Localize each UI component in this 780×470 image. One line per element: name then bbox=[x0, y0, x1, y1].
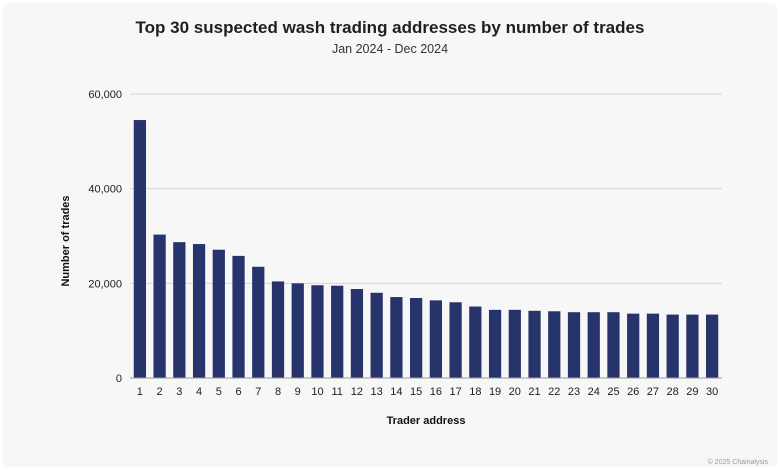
x-tick-label: 6 bbox=[235, 386, 241, 398]
x-tick-label: 18 bbox=[469, 386, 481, 398]
x-tick-label: 9 bbox=[295, 386, 301, 398]
x-tick-label: 26 bbox=[627, 386, 639, 398]
bar-28 bbox=[666, 314, 679, 378]
bar-10 bbox=[311, 285, 324, 378]
bar-16 bbox=[429, 300, 442, 378]
x-tick-label: 21 bbox=[528, 386, 540, 398]
x-tick-label: 14 bbox=[390, 386, 402, 398]
bar-9 bbox=[291, 283, 304, 378]
x-tick-label: 2 bbox=[157, 386, 163, 398]
x-tick-label: 5 bbox=[216, 386, 222, 398]
x-tick-label: 30 bbox=[706, 386, 718, 398]
y-tick-label: 40,000 bbox=[88, 184, 122, 196]
bar-29 bbox=[686, 314, 699, 378]
gridlines bbox=[130, 93, 722, 284]
x-tick-label: 15 bbox=[410, 386, 422, 398]
bar-15 bbox=[410, 298, 423, 378]
bar-23 bbox=[567, 312, 581, 378]
bar-1 bbox=[133, 120, 146, 379]
bar-5 bbox=[212, 249, 225, 378]
bar-7 bbox=[252, 266, 265, 378]
bar-22 bbox=[548, 311, 561, 378]
x-tick-label: 13 bbox=[371, 386, 383, 398]
x-tick-label: 19 bbox=[489, 386, 501, 398]
bar-4 bbox=[192, 244, 206, 378]
x-tick-label: 1 bbox=[137, 386, 143, 398]
bars bbox=[133, 120, 719, 379]
bar-13 bbox=[370, 292, 383, 378]
x-tick-label: 8 bbox=[275, 386, 281, 398]
bar-18 bbox=[469, 306, 482, 378]
bar-3 bbox=[173, 242, 186, 378]
bar-21 bbox=[528, 310, 541, 378]
x-tick-label: 11 bbox=[331, 386, 342, 398]
x-tick-label: 3 bbox=[176, 386, 182, 398]
x-tick-label: 28 bbox=[667, 386, 679, 398]
y-tick-label: 0 bbox=[116, 373, 122, 385]
x-tick-label: 7 bbox=[255, 386, 261, 398]
y-tick-label: 20,000 bbox=[88, 278, 122, 290]
x-axis-title: Trader address bbox=[387, 415, 466, 427]
x-tick-label: 17 bbox=[449, 386, 461, 398]
chart-card bbox=[3, 3, 777, 467]
bar-25 bbox=[607, 312, 620, 378]
bar-17 bbox=[449, 302, 462, 378]
bar-30 bbox=[706, 314, 719, 378]
x-tick-label: 20 bbox=[509, 386, 521, 398]
x-tick-label: 12 bbox=[351, 386, 363, 398]
x-tick-label: 4 bbox=[196, 386, 202, 398]
x-tick-label: 10 bbox=[311, 386, 323, 398]
bar-8 bbox=[271, 281, 285, 378]
bar-19 bbox=[488, 309, 502, 378]
bar-27 bbox=[646, 313, 660, 378]
bar-12 bbox=[350, 289, 364, 378]
bar-2 bbox=[153, 234, 166, 378]
x-axis-ticks: 1 2 3 4 5 6 7 8 9 10 11 12 13 14 15 16 17 18 19 20 21 22 23 24 2… bbox=[137, 386, 718, 398]
bar-6 bbox=[232, 255, 245, 378]
chart-subtitle: Jan 2024 - Dec 2024 bbox=[331, 42, 449, 56]
y-tick-label: 60,000 bbox=[88, 89, 122, 101]
bar-11 bbox=[331, 285, 344, 378]
x-tick-label: 25 bbox=[607, 386, 619, 398]
bar-20 bbox=[508, 309, 521, 378]
x-tick-label: 16 bbox=[430, 386, 442, 398]
bar-24 bbox=[587, 312, 600, 378]
x-tick-label: 22 bbox=[548, 386, 560, 398]
bar-26 bbox=[627, 313, 640, 378]
x-tick-label: 23 bbox=[568, 386, 580, 398]
x-tick-label: 27 bbox=[647, 386, 659, 398]
y-axis-title: Number of trades bbox=[60, 195, 72, 286]
x-tick-label: 29 bbox=[686, 386, 698, 398]
bar-14 bbox=[390, 297, 403, 378]
chart-title: Top 30 suspected wash trading addresses … bbox=[135, 18, 645, 37]
x-tick-label: 24 bbox=[588, 386, 600, 398]
copyright-footer: © 2025 Chainalysis bbox=[707, 459, 768, 466]
y-axis-ticks: 0 20,000 40,000 60,000 bbox=[88, 89, 122, 385]
